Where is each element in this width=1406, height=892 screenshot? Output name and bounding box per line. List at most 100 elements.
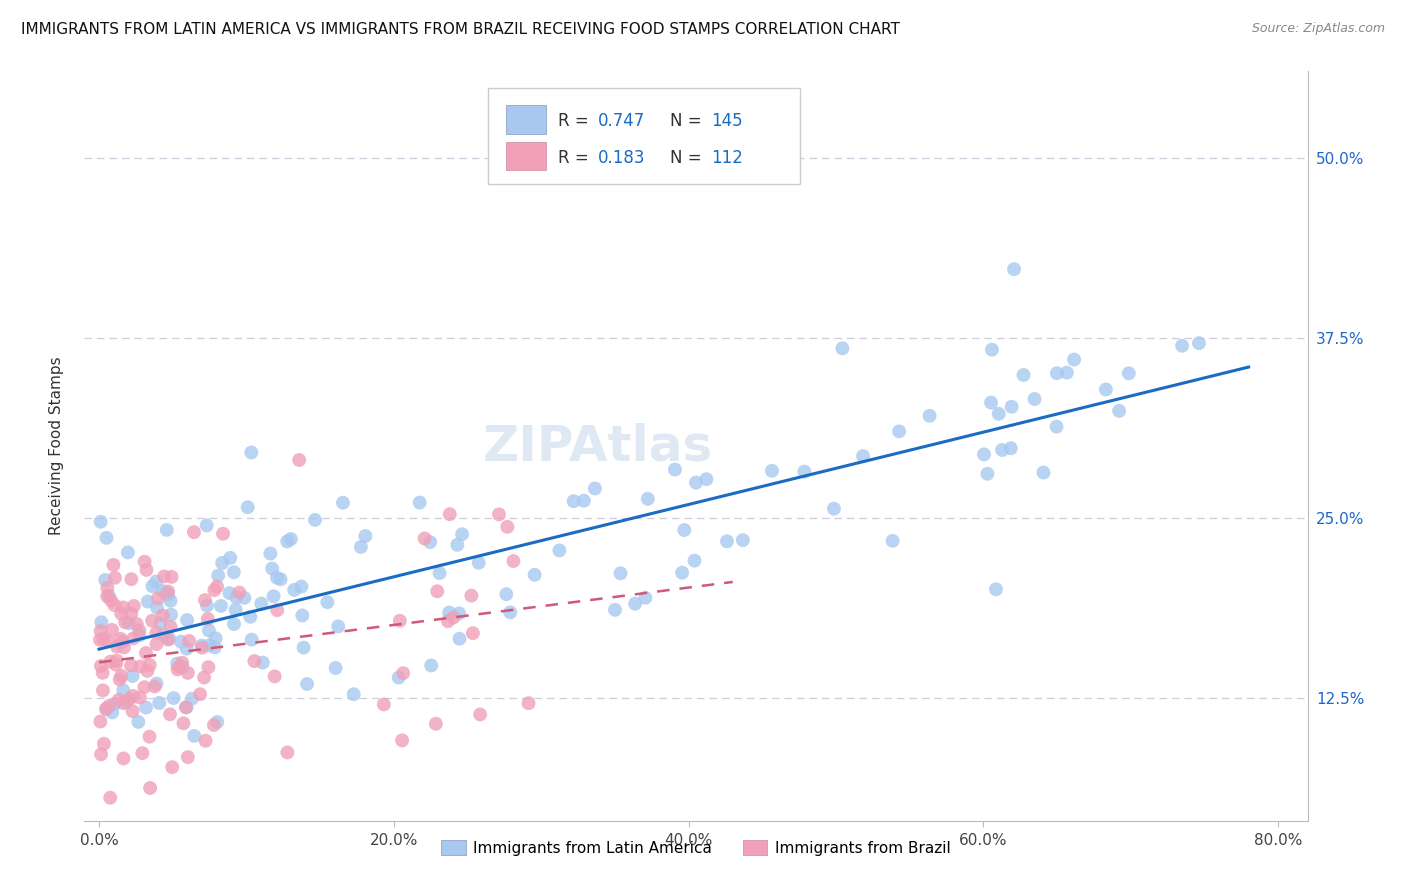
Point <box>685 475 707 490</box>
Point <box>270 572 292 586</box>
Point <box>138 658 160 673</box>
Point <box>97 634 120 648</box>
Point <box>439 507 461 521</box>
Point <box>291 608 314 623</box>
Point <box>101 706 124 720</box>
Point <box>222 566 245 580</box>
Point <box>93 737 115 751</box>
Point <box>671 566 693 580</box>
Point <box>176 641 198 656</box>
Point <box>112 683 135 698</box>
Point <box>129 659 152 673</box>
Point <box>105 654 128 668</box>
Point <box>437 614 460 628</box>
Point <box>425 716 447 731</box>
Point <box>159 593 181 607</box>
Point <box>409 495 432 509</box>
Point <box>174 700 197 714</box>
Point <box>562 494 585 508</box>
Point <box>548 543 571 558</box>
Point <box>1063 352 1085 367</box>
Point <box>1118 367 1140 381</box>
Text: N =: N = <box>671 112 707 130</box>
Point <box>103 558 125 572</box>
Point <box>120 572 142 586</box>
Point <box>882 533 904 548</box>
Point <box>209 599 232 613</box>
Point <box>1032 466 1054 480</box>
Point <box>276 534 298 549</box>
Point <box>219 550 242 565</box>
Point <box>104 697 127 711</box>
Point <box>108 692 131 706</box>
Point <box>166 662 188 676</box>
Point <box>159 707 181 722</box>
Point <box>280 532 302 546</box>
Point <box>1000 442 1022 456</box>
Point <box>460 589 482 603</box>
Point <box>145 637 167 651</box>
Point <box>316 595 339 609</box>
Point <box>172 716 194 731</box>
Point <box>683 554 706 568</box>
Point <box>634 591 657 605</box>
Point <box>980 395 1002 409</box>
Point <box>413 532 436 546</box>
Point <box>441 610 464 624</box>
Point <box>162 691 184 706</box>
Point <box>112 640 135 655</box>
Point <box>987 407 1010 421</box>
Point <box>495 587 517 601</box>
Point <box>239 609 262 624</box>
Point <box>761 464 783 478</box>
Point <box>1024 392 1046 406</box>
Point <box>152 608 174 623</box>
Point <box>523 567 546 582</box>
Point <box>263 669 285 683</box>
Point <box>225 603 247 617</box>
Point <box>391 733 413 747</box>
Point <box>218 586 240 600</box>
Point <box>121 669 143 683</box>
Point <box>194 593 217 607</box>
Point <box>467 556 489 570</box>
Point <box>135 563 157 577</box>
Point <box>197 612 219 626</box>
Point <box>91 665 114 680</box>
Point <box>108 673 131 687</box>
Point <box>637 491 659 506</box>
Point <box>145 676 167 690</box>
Point <box>128 628 150 642</box>
Text: 0.747: 0.747 <box>598 112 645 130</box>
Point <box>288 453 311 467</box>
Point <box>176 613 198 627</box>
Point <box>149 616 172 631</box>
Point <box>673 523 696 537</box>
Point <box>101 623 124 637</box>
Point <box>96 581 118 595</box>
Point <box>470 707 492 722</box>
Point <box>190 639 212 653</box>
Point <box>195 599 218 613</box>
Text: 112: 112 <box>710 149 742 167</box>
Point <box>90 615 112 630</box>
Point <box>266 603 288 617</box>
Point <box>97 589 120 603</box>
Point <box>250 597 273 611</box>
Point <box>172 656 194 670</box>
Point <box>350 540 373 554</box>
Point <box>112 600 135 615</box>
Point <box>1056 366 1078 380</box>
Point <box>159 620 181 634</box>
Text: IMMIGRANTS FROM LATIN AMERICA VS IMMIGRANTS FROM BRAZIL RECEIVING FOOD STAMPS CO: IMMIGRANTS FROM LATIN AMERICA VS IMMIGRA… <box>21 22 900 37</box>
Text: R =: R = <box>558 149 593 167</box>
Point <box>420 658 443 673</box>
Point <box>517 696 540 710</box>
Point <box>172 660 194 674</box>
Point <box>94 702 117 716</box>
Point <box>89 632 111 647</box>
Point <box>195 518 218 533</box>
Point <box>125 616 148 631</box>
Point <box>134 555 156 569</box>
Point <box>170 634 193 648</box>
